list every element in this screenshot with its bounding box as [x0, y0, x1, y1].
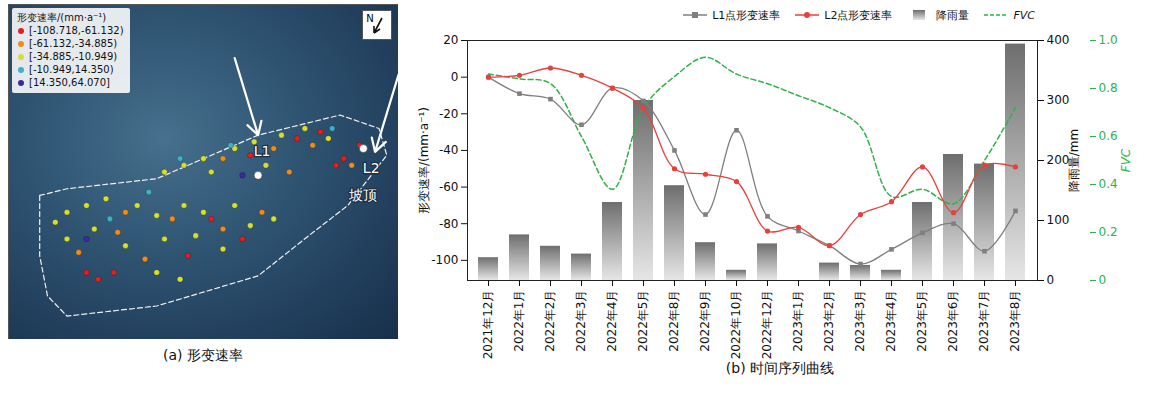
html-text:[-34.885,-10.949): [-34.885,-10.949) — [29, 51, 118, 62]
svg-text:20: 20 — [443, 33, 458, 47]
html-text:形变速率/(mm·a⁻¹): 形变速率/(mm·a⁻¹) — [17, 12, 107, 23]
svg-text:100: 100 — [1047, 213, 1070, 227]
svg-text:-40: -40 — [439, 143, 459, 157]
svg-text:-100: -100 — [431, 253, 458, 267]
svg-text:300: 300 — [1047, 93, 1070, 107]
svg-text:2023年6月: 2023年6月 — [946, 290, 960, 352]
svg-text:1.0: 1.0 — [1099, 33, 1118, 47]
svg-text:0.8: 0.8 — [1099, 81, 1118, 95]
svg-text:L1: L1 — [254, 143, 271, 159]
html-text:[14.350,64.070]: [14.350,64.070] — [29, 77, 110, 88]
svg-text:2023年5月: 2023年5月 — [915, 290, 929, 352]
svg-text:0.4: 0.4 — [1099, 177, 1118, 191]
svg-text:2022年3月: 2022年3月 — [574, 290, 588, 352]
svg-text:2023年8月: 2023年8月 — [1008, 290, 1022, 352]
svg-text:2023年4月: 2023年4月 — [884, 290, 898, 352]
svg-text:2022年12月: 2022年12月 — [760, 290, 774, 360]
svg-text:L2: L2 — [363, 160, 380, 176]
html-text:FVC: FVC — [1013, 8, 1035, 22]
svg-text:0.6: 0.6 — [1099, 129, 1118, 143]
svg-text:-20: -20 — [439, 107, 459, 121]
svg-text:400: 400 — [1047, 33, 1070, 47]
html-text:降雨量: 降雨量 — [936, 8, 970, 22]
svg-text:2022年5月: 2022年5月 — [636, 290, 650, 352]
svg-text:2022年1月: 2022年1月 — [512, 290, 526, 352]
html-text:[-108.718,-61.132): [-108.718,-61.132) — [29, 25, 124, 36]
svg-text:降雨量/mm: 降雨量/mm — [1067, 129, 1081, 192]
svg-text:2022年4月: 2022年4月 — [605, 290, 619, 352]
svg-text:形变速率/(mm·a⁻¹): 形变速率/(mm·a⁻¹) — [417, 107, 431, 214]
svg-text:N: N — [366, 13, 373, 24]
svg-text:2022年2月: 2022年2月 — [543, 290, 557, 352]
html-text:(a) 形变速率: (a) 形变速率 — [163, 347, 243, 363]
svg-text:坡顶: 坡顶 — [348, 187, 377, 203]
html-text:L2点形变速率: L2点形变速率 — [824, 8, 893, 22]
svg-text:2021年12月: 2021年12月 — [481, 290, 495, 360]
svg-text:2023年1月: 2023年1月 — [791, 290, 805, 352]
svg-text:0.2: 0.2 — [1099, 225, 1118, 239]
html-text:L1点形变速率: L1点形变速率 — [712, 8, 781, 22]
svg-text:2022年10月: 2022年10月 — [729, 290, 743, 360]
svg-text:2023年2月: 2023年2月 — [822, 290, 836, 352]
svg-text:200: 200 — [1046, 153, 1070, 168]
svg-text:2022年8月: 2022年8月 — [667, 290, 681, 352]
html-text:[-61.132,-34.885): [-61.132,-34.885) — [29, 38, 118, 49]
svg-text:FVC: FVC — [1119, 148, 1133, 172]
html-text:[-10.949,14.350): [-10.949,14.350) — [29, 64, 114, 75]
svg-text:2023年7月: 2023年7月 — [977, 290, 991, 352]
svg-text:2022年9月: 2022年9月 — [698, 290, 712, 352]
svg-text:0: 0 — [451, 70, 459, 84]
svg-text:0: 0 — [1099, 273, 1107, 287]
html-text:(b) 时间序列曲线: (b) 时间序列曲线 — [725, 360, 835, 376]
svg-text:-80: -80 — [439, 217, 459, 231]
svg-text:2023年3月: 2023年3月 — [853, 290, 867, 352]
svg-text:0: 0 — [1047, 273, 1055, 287]
svg-text:-60: -60 — [439, 180, 459, 194]
